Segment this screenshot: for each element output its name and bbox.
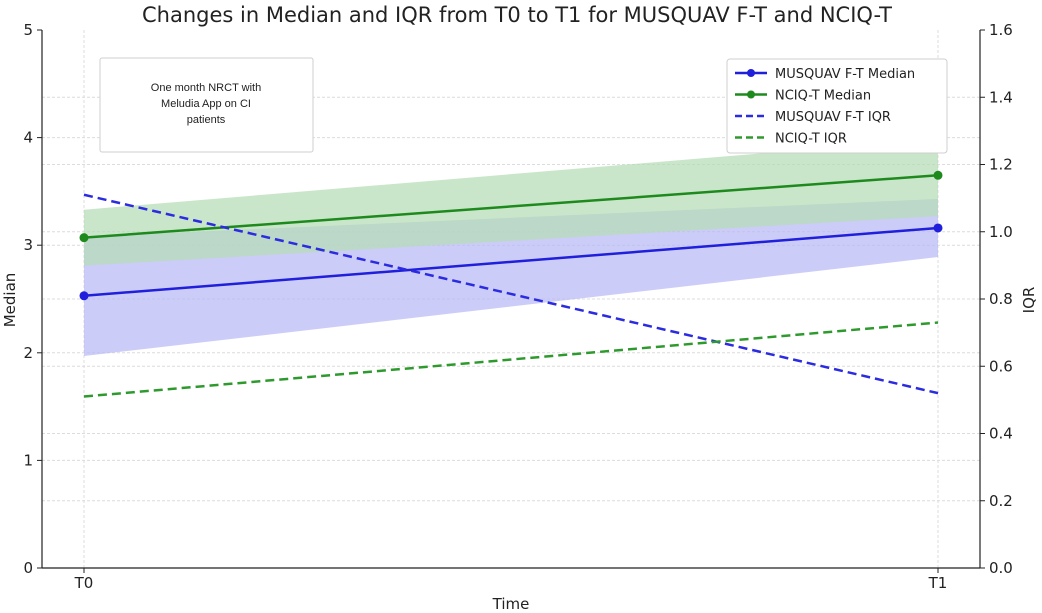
left-tick-label-0: 0 [23, 559, 33, 577]
iqr-band-1 [84, 138, 938, 266]
right-axis-ticks: 0.0 0.2 0.4 0.6 0.8 1.0 1.2 1.4 1.6 [980, 21, 1013, 577]
iqr-bands [84, 138, 938, 357]
series-0-point-1 [933, 223, 943, 233]
series-1-point-0 [79, 233, 89, 243]
left-axis-label: Median [1, 273, 19, 328]
right-tick-label-7: 1.4 [989, 88, 1013, 106]
series-0-point-0 [79, 291, 89, 301]
series-1-point-1 [933, 170, 943, 180]
x-axis-label: Time [492, 595, 530, 613]
annotation-line-2: Meludia App on CI [161, 98, 251, 110]
right-axis-label: IQR [1020, 287, 1038, 314]
legend-label-1: NCIQ-T Median [775, 89, 871, 104]
legend-label-3: NCIQ-T IQR [775, 132, 847, 147]
series-line-3 [83, 321, 939, 398]
right-tick-label-2: 0.4 [989, 425, 1013, 443]
legend-marker-1 [747, 90, 755, 99]
chart-title: Changes in Median and IQR from T0 to T1 … [142, 3, 892, 27]
left-tick-label-1: 1 [23, 451, 33, 469]
x-tick-label-0: T0 [74, 574, 94, 592]
left-tick-label-4: 4 [23, 129, 33, 147]
legend-marker-0 [747, 69, 755, 77]
right-tick-label-4: 0.8 [989, 290, 1013, 308]
series-line-0 [83, 226, 939, 298]
legend-label-2: MUSQUAV F-T IQR [775, 110, 891, 125]
x-axis-ticks: T0 T1 [74, 568, 948, 592]
left-tick-label-5: 5 [23, 21, 33, 39]
series-line-2 [83, 193, 939, 395]
left-tick-label-2: 2 [23, 344, 33, 362]
right-tick-label-8: 1.6 [989, 21, 1013, 39]
annotation-line-1: One month NRCT with [151, 82, 261, 94]
left-tick-label-3: 3 [23, 236, 33, 254]
series-lines [79, 170, 943, 398]
right-tick-label-3: 0.6 [989, 357, 1013, 375]
annotation-line-3: patients [187, 114, 226, 126]
right-tick-label-0: 0.0 [989, 559, 1013, 577]
right-tick-label-5: 1.0 [989, 223, 1013, 241]
annotation-box: One month NRCT with Meludia App on CI pa… [99, 57, 314, 153]
left-axis-ticks: 0 1 2 3 4 5 [23, 21, 42, 577]
right-tick-label-1: 0.2 [989, 492, 1013, 510]
right-tick-label-6: 1.2 [989, 156, 1013, 174]
x-tick-label-1: T1 [928, 574, 948, 592]
legend: MUSQUAV F-T Median NCIQ-T Median MUSQUAV F… [726, 58, 948, 154]
legend-label-0: MUSQUAV F-T Median [775, 67, 915, 82]
